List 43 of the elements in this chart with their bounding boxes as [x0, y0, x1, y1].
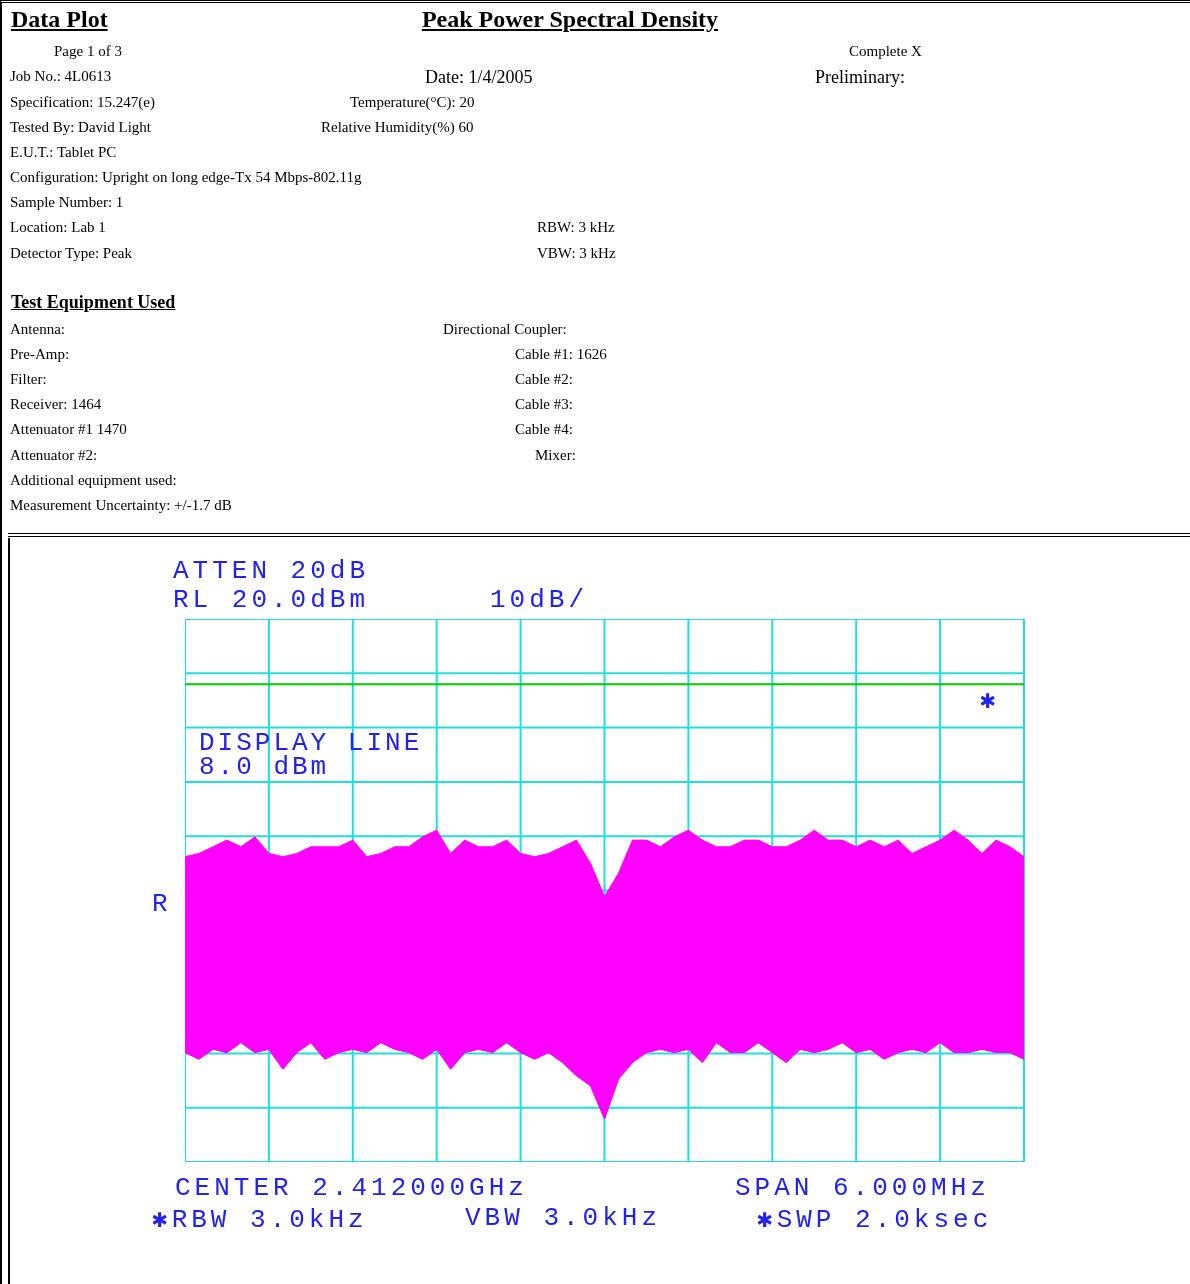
text: Measurement Uncertainty: +/-1.7 dB	[10, 497, 232, 514]
text: Page 1 of 3	[54, 43, 122, 60]
text: Cable #3:	[515, 396, 573, 413]
text: Job No.: 4L0613	[10, 68, 112, 85]
text: Directional Coupler:	[443, 321, 567, 338]
text: Location: Lab 1	[10, 219, 106, 236]
text: Relative Humidity(%) 60	[321, 119, 474, 136]
text: Data Plot	[11, 6, 108, 33]
text: Detector Type: Peak	[10, 245, 132, 262]
text: ✱RBW 3.0kHz	[152, 1204, 368, 1235]
text: E.U.T.: Tablet PC	[10, 144, 117, 161]
text: Cable #2:	[515, 371, 573, 388]
text: Test Equipment Used	[11, 292, 176, 313]
text: Filter:	[10, 371, 47, 388]
text: ✱SWP 2.0ksec	[757, 1204, 993, 1235]
text: Tested By: David Light	[10, 119, 152, 136]
text: Additional equipment used:	[10, 472, 177, 489]
text: Attenuator #2:	[10, 447, 98, 464]
text: VBW: 3 kHz	[537, 245, 616, 262]
text: ATTEN 20dB	[173, 556, 370, 586]
text: Configuration: Upright on long edge-Tx 54 Mbps-802.11g	[10, 169, 362, 186]
text: RBW: 3 kHz	[537, 219, 615, 236]
text: VBW 3.0kHz	[465, 1203, 662, 1233]
chart-title: Peak Power Spectral Density	[420, 6, 720, 33]
text: Temperature(°C): 20	[350, 94, 475, 111]
text: Cable #1: 1626	[515, 346, 607, 363]
text: Mixer:	[535, 447, 576, 464]
text: SPAN 6.000MHz	[735, 1173, 990, 1203]
text: Specification: 15.247(e)	[10, 94, 155, 111]
text: Preliminary:	[815, 67, 905, 88]
text: Date: 1/4/2005	[425, 67, 533, 88]
text: Sample Number: 1	[10, 194, 124, 211]
text: Antenna:	[10, 321, 65, 338]
text: Cable #4:	[515, 421, 573, 438]
text: CENTER 2.412000GHz	[175, 1173, 528, 1203]
text: R	[152, 889, 172, 919]
text: RL 20.0dBm	[173, 585, 370, 615]
text: ✱	[980, 685, 1000, 716]
text: Complete X	[849, 43, 922, 60]
text: 10dB/	[490, 585, 589, 615]
text: Attenuator #1 1470	[10, 421, 127, 438]
text: Pre-Amp:	[10, 346, 70, 363]
text: Receiver: 1464	[10, 396, 102, 413]
